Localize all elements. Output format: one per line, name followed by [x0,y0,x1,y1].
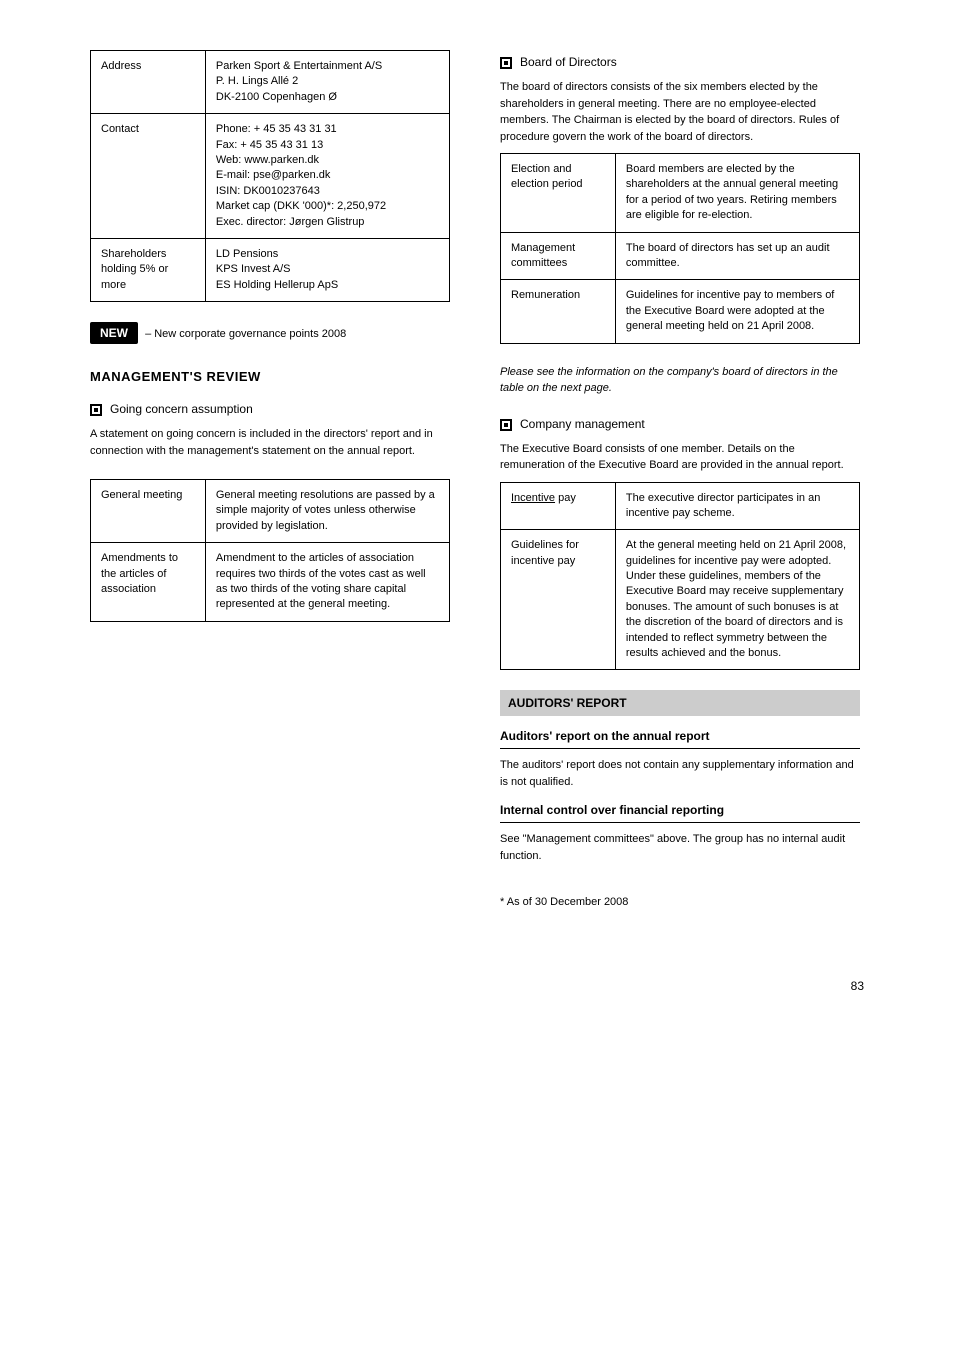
incentive-table: Incentive pay The executive director par… [500,482,860,671]
going-concern-label: Going concern assumption [110,402,253,416]
general-meeting-table: General meeting General meeting resoluti… [90,479,450,622]
new-badge-line: NEW – New corporate governance points 20… [90,322,450,344]
table-row: Guidelines for incentive pay At the gene… [501,530,860,670]
table-row: General meeting General meeting resoluti… [91,480,450,543]
board-details-table: Election and election period Board membe… [500,153,860,344]
info-value: Parken Sport & Entertainment A/S P. H. L… [205,51,449,114]
auditors-report-heading: AUDITORS' REPORT [500,690,860,716]
bullet-icon [500,57,512,69]
table-row: Address Parken Sport & Entertainment A/S… [91,51,450,114]
company-management-label: Company management [520,417,645,431]
internal-control-heading: Internal control over financial reportin… [500,798,860,823]
committees-value: The board of directors has set up an aud… [615,232,859,280]
guidelines-value: At the general meeting held on 21 April … [615,530,859,670]
table-row: Incentive pay The executive director par… [501,482,860,530]
remuneration-label: Remuneration [501,280,616,343]
internal-control-para: See "Management committees" above. The g… [500,831,860,864]
company-management-bullet: Company management [500,417,860,431]
board-label: Board of Directors [520,55,617,69]
gm-label: General meeting [91,480,206,543]
managements-review-heading: MANAGEMENT'S REVIEW [90,369,450,384]
articles-value: Amendment to the articles of association… [205,543,449,622]
board-paragraph: The board of directors consists of the s… [500,79,860,145]
info-label: Contact [91,114,206,239]
new-badge-note: – New corporate governance points 2008 [145,328,346,340]
table-row: Amendments to the articles of associatio… [91,543,450,622]
see-next-page-note: Please see the information on the compan… [500,364,860,397]
gm-value: General meeting resolutions are passed b… [205,480,449,543]
auditors-annual-report-heading: Auditors' report on the annual report [500,724,860,749]
incentive-label: Incentive pay [501,482,616,530]
table-row: Remuneration Guidelines for incentive pa… [501,280,860,343]
incentive-value: The executive director participates in a… [615,482,859,530]
remuneration-value: Guidelines for incentive pay to members … [615,280,859,343]
going-concern-bullet: Going concern assumption [90,402,450,416]
page-number: 83 [90,979,864,993]
bullet-icon [90,404,102,416]
company-info-table: Address Parken Sport & Entertainment A/S… [90,50,450,302]
auditors-annual-report-para: The auditors' report does not contain an… [500,757,860,790]
bullet-icon [500,419,512,431]
info-value: Phone: + 45 35 43 31 31 Fax: + 45 35 43 … [205,114,449,239]
right-column: Board of Directors The board of director… [500,50,860,919]
info-label: Address [91,51,206,114]
info-label: Shareholders holding 5% or more [91,238,206,301]
company-management-paragraph: The Executive Board consists of one memb… [500,441,860,474]
table-row: Shareholders holding 5% or more LD Pensi… [91,238,450,301]
committees-label: Management committees [501,232,616,280]
new-badge: NEW [90,322,138,344]
articles-label: Amendments to the articles of associatio… [91,543,206,622]
guidelines-label: Guidelines for incentive pay [501,530,616,670]
table-row: Contact Phone: + 45 35 43 31 31 Fax: + 4… [91,114,450,239]
footnote: * As of 30 December 2008 [500,894,860,911]
left-column: Address Parken Sport & Entertainment A/S… [90,50,450,919]
info-value: LD Pensions KPS Invest A/S ES Holding He… [205,238,449,301]
board-of-directors-bullet: Board of Directors [500,55,860,69]
going-concern-paragraph: A statement on going concern is included… [90,426,450,459]
table-row: Management committees The board of direc… [501,232,860,280]
table-row: Election and election period Board membe… [501,154,860,233]
election-value: Board members are elected by the shareho… [615,154,859,233]
election-label: Election and election period [501,154,616,233]
